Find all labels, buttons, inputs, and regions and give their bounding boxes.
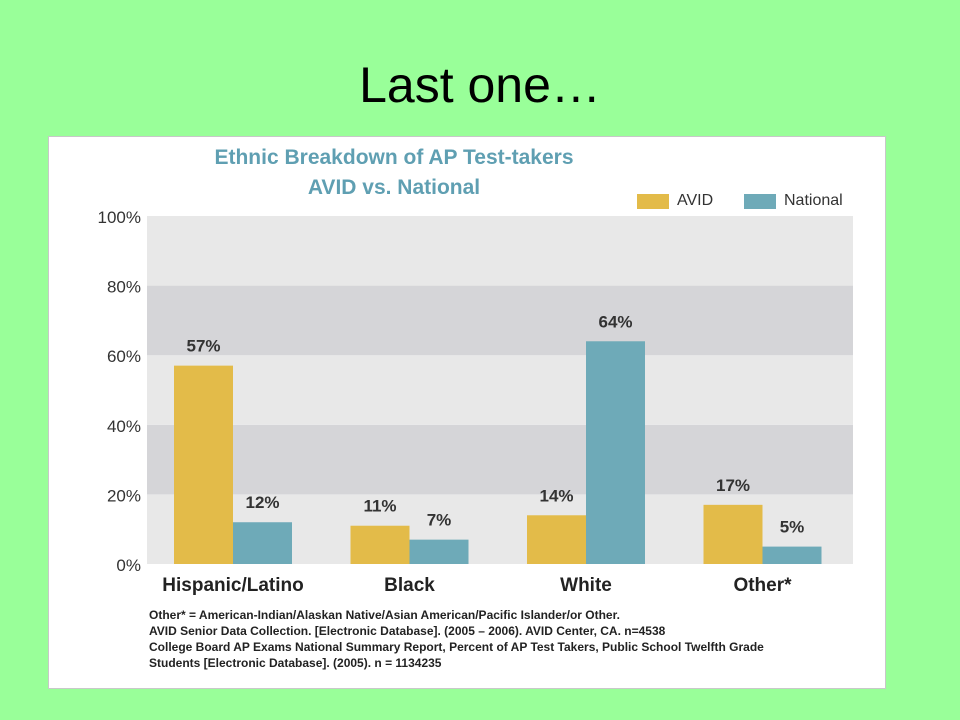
data-label: 14% xyxy=(539,486,573,505)
legend-swatch-national xyxy=(744,193,776,209)
data-label: 64% xyxy=(598,312,632,331)
data-label: 17% xyxy=(716,476,750,495)
grid-band xyxy=(147,285,853,356)
data-label: 12% xyxy=(245,493,279,512)
x-category-label: White xyxy=(560,575,612,596)
y-tick-label: 60% xyxy=(107,347,141,366)
x-category-label: Other* xyxy=(733,575,792,596)
slide-title: Last one… xyxy=(359,57,601,113)
chart-footnotes: Other* = American-Indian/Alaskan Native/… xyxy=(149,607,879,671)
footnote-line: AVID Senior Data Collection. [Electronic… xyxy=(149,624,666,638)
footnote-line: Other* = American-Indian/Alaskan Native/… xyxy=(149,608,620,622)
bar-avid xyxy=(703,504,763,564)
chart-subtitle: AVID vs. National xyxy=(307,176,481,199)
footnote-line: College Board AP Exams National Summary … xyxy=(149,640,764,654)
y-tick-label: 20% xyxy=(107,486,141,505)
bar-avid xyxy=(350,525,410,564)
chart-card: Ethnic Breakdown of AP Test-takers AVID … xyxy=(48,136,886,689)
bar-national xyxy=(762,546,822,564)
grid-band xyxy=(147,216,853,286)
data-label: 11% xyxy=(363,497,396,516)
y-tick-label: 100% xyxy=(98,208,141,227)
y-tick-label: 0% xyxy=(116,556,141,575)
legend-item-national: National xyxy=(744,192,843,210)
chart-title: Ethnic Breakdown of AP Test-takers xyxy=(214,146,574,169)
bar-avid xyxy=(174,365,233,564)
y-tick-label: 80% xyxy=(107,278,141,297)
bar-national xyxy=(233,522,292,564)
x-category-label: Black xyxy=(384,575,435,596)
grid-band xyxy=(147,424,853,495)
data-label: 5% xyxy=(780,518,805,537)
grid-band xyxy=(147,355,853,425)
bar-avid xyxy=(527,515,586,564)
legend-label-avid: AVID xyxy=(677,192,714,209)
x-category-label: Hispanic/Latino xyxy=(162,575,303,596)
bar-national xyxy=(409,539,469,564)
data-label: 57% xyxy=(186,337,220,356)
bar-national xyxy=(586,341,645,564)
legend-label-national: National xyxy=(784,192,843,209)
footnote-line: Students [Electronic Database]. (2005). … xyxy=(149,656,442,670)
legend-item-avid: AVID xyxy=(637,192,713,210)
legend-swatch-avid xyxy=(637,193,669,209)
bar-chart: 0% 20% 40% 60% 80% 100% 57% 12% Hispanic/Latino 1… xyxy=(98,208,853,596)
data-label: 7% xyxy=(427,511,452,530)
y-tick-label: 40% xyxy=(107,417,141,436)
